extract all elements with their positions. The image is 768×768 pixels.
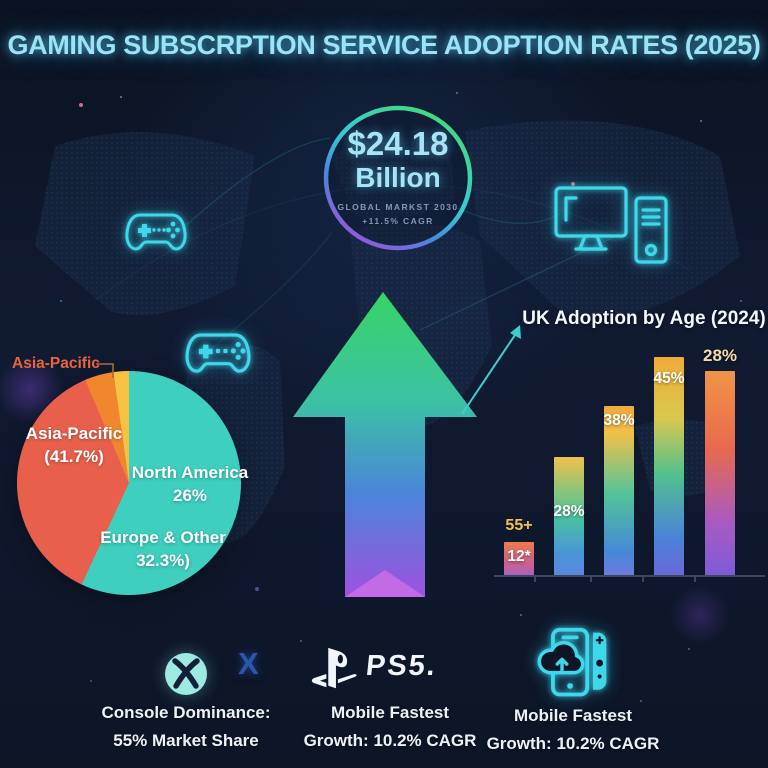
mobile-cloud-upload-icon: [537, 627, 607, 697]
bar-value-4: 45%: [653, 370, 685, 387]
bar-chart-axis: [494, 575, 765, 577]
footer-stat-mobile-1: Mobile Fastest Growth: 10.2% CAGR: [303, 703, 477, 750]
network-arcs: [95, 137, 691, 351]
monitor-pc-icon: [554, 186, 668, 264]
bar-chart-title: UK Adoption by Age (2024): [522, 308, 766, 329]
market-stat: $24.18 Billion GLOBAL MARKST 2030 +11.5%…: [322, 104, 474, 252]
gamepad-icon: [125, 213, 187, 251]
market-subtitle-2: +11.5% CAGR: [362, 216, 434, 227]
axis-tick: [642, 577, 644, 582]
gamepad-icon: [185, 333, 251, 373]
ps5-wordmark: PS5.: [364, 650, 439, 682]
axis-tick: [590, 577, 592, 582]
xbox-logo-icon: [165, 653, 207, 695]
axis-tick: [534, 577, 536, 582]
bar-value-1: 12*: [507, 548, 531, 565]
joycon-icon: [592, 632, 607, 690]
bar-5: [705, 371, 735, 576]
pie-label-europe-other: Europe & Other 32.3%): [100, 528, 226, 570]
bar-3: [604, 406, 634, 576]
bar-4: [654, 357, 684, 576]
axis-tick: [694, 577, 696, 582]
market-stat-ring: [323, 105, 473, 251]
footer-stat-console: Console Dominance: 55% Market Share: [101, 703, 271, 750]
pie-label-north-america: North America 26%: [131, 463, 249, 505]
bar-category-55plus: 55+: [505, 517, 533, 534]
bar-55plus: [504, 542, 534, 576]
market-subtitle-1: GLOBAL MARKST 2030: [337, 201, 459, 212]
pie-chart: [17, 371, 241, 595]
bar-value-5: 28%: [702, 346, 738, 365]
x-letter: X: [238, 646, 259, 681]
bar-2: [554, 457, 584, 576]
pie-label-asia-pacific: Asia-Pacific (41.7%): [25, 424, 123, 466]
market-unit: Billion: [355, 161, 441, 193]
playstation-logo-icon: [311, 647, 357, 689]
bar-value-3: 38%: [603, 412, 635, 429]
market-value: $24.18: [347, 125, 449, 163]
page-title: GAMING SUBSCRPTION SERVICE ADOPTION RATE…: [7, 30, 761, 60]
bar-value-2: 28%: [553, 503, 585, 520]
footer-stat-mobile-2: Mobile Fastest Growth: 10.2% CAGR: [486, 706, 660, 753]
pie-callout-label: Asia-Pacific: [12, 355, 100, 372]
